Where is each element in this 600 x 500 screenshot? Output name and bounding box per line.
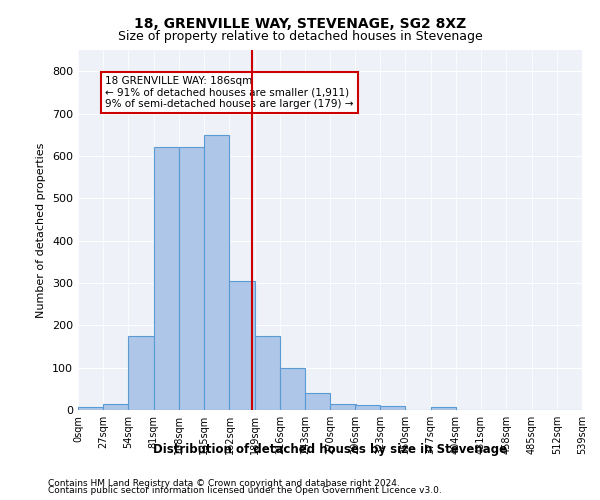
Text: 18 GRENVILLE WAY: 186sqm
← 91% of detached houses are smaller (1,911)
9% of semi: 18 GRENVILLE WAY: 186sqm ← 91% of detach…: [105, 76, 353, 109]
Bar: [179, 148, 204, 410]
Bar: [355, 405, 380, 410]
Bar: [305, 393, 331, 410]
Text: Contains HM Land Registry data © Crown copyright and database right 2024.: Contains HM Land Registry data © Crown c…: [48, 478, 400, 488]
Bar: [154, 148, 179, 410]
Bar: [103, 404, 128, 410]
Bar: [280, 368, 305, 410]
Y-axis label: Number of detached properties: Number of detached properties: [37, 142, 46, 318]
Text: 18, GRENVILLE WAY, STEVENAGE, SG2 8XZ: 18, GRENVILLE WAY, STEVENAGE, SG2 8XZ: [134, 18, 466, 32]
Text: Size of property relative to detached houses in Stevenage: Size of property relative to detached ho…: [118, 30, 482, 43]
Bar: [78, 406, 103, 410]
Bar: [431, 406, 456, 410]
Bar: [204, 134, 229, 410]
Text: Contains public sector information licensed under the Open Government Licence v3: Contains public sector information licen…: [48, 486, 442, 495]
Bar: [331, 404, 356, 410]
Bar: [380, 406, 405, 410]
Bar: [128, 336, 154, 410]
Text: Distribution of detached houses by size in Stevenage: Distribution of detached houses by size …: [153, 442, 507, 456]
Bar: [255, 336, 280, 410]
Bar: [229, 281, 255, 410]
